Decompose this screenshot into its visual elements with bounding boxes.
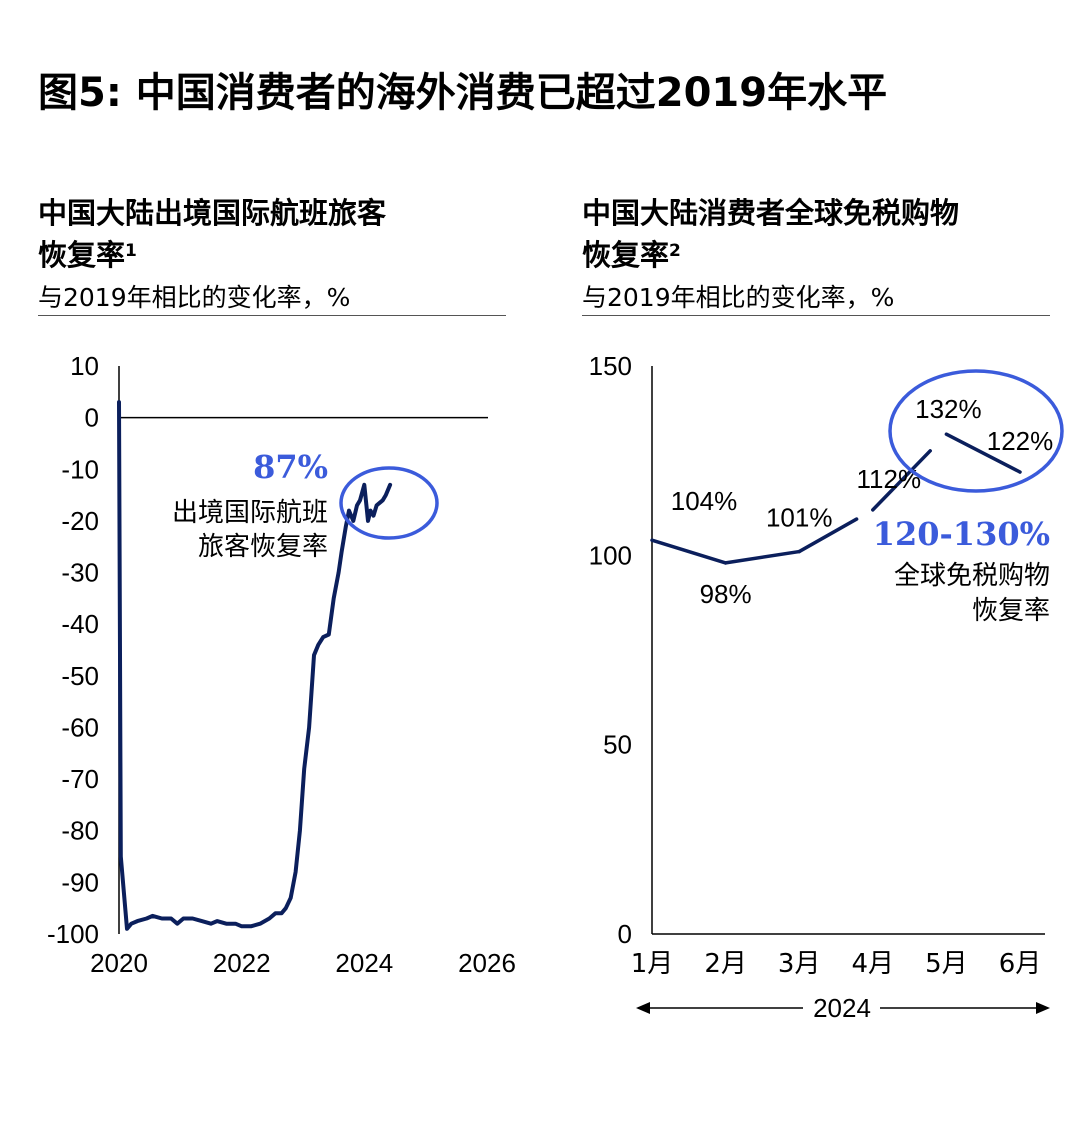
left-y-tick-label: 10 <box>70 351 99 381</box>
year-range-label: 2024 <box>813 993 871 1023</box>
right-y-tick-label: 0 <box>618 919 632 949</box>
right-point-label: 98% <box>700 579 752 609</box>
right-series-segment <box>797 517 859 554</box>
left-y-tick-label: 0 <box>85 403 99 433</box>
right-series-segment <box>871 449 932 512</box>
right-y-tick-label: 150 <box>589 351 632 381</box>
left-y-tick-label: -80 <box>61 816 99 846</box>
right-x-tick-label: 4月 <box>852 949 895 979</box>
right-y-ticks: 150 100 50 0 <box>589 351 632 949</box>
left-y-tick-label: -10 <box>61 454 99 484</box>
right-point-label: 104% <box>671 486 738 516</box>
left-y-tick-label: -30 <box>61 558 99 588</box>
right-highlight-circle <box>888 369 1064 493</box>
left-y-tick-label: -40 <box>61 609 99 639</box>
right-x-ticks: 1月 2月 3月 4月 5月 6月 <box>631 949 1042 979</box>
left-x-tick-label: 2020 <box>90 948 148 978</box>
left-y-tick-label: -50 <box>61 661 99 691</box>
left-y-tick-label: -20 <box>61 506 99 536</box>
left-y-tick-label: -60 <box>61 712 99 742</box>
arrow-right-icon <box>1036 1002 1050 1014</box>
left-highlight-circle <box>339 466 439 540</box>
left-series-line <box>117 400 393 931</box>
right-chart-subtitle: 与2019年相比的变化率，% <box>582 283 895 312</box>
right-x-tick-label: 5月 <box>925 949 968 979</box>
right-series-segment <box>650 538 728 565</box>
right-chart-title-line2: 恢复率 <box>582 238 670 272</box>
left-y-tick-label: -90 <box>61 867 99 897</box>
right-series-segment <box>723 549 801 565</box>
left-y-ticks: 10 0 -10 -20 -30 -40 -50 -60 -70 -80 -90 -100 <box>47 351 99 949</box>
right-chart-title: 中国大陆消费者全球免税购物 恢复率2 <box>582 192 959 276</box>
left-chart-title-line1: 中国大陆出境国际航班旅客 <box>38 196 387 230</box>
left-annotation-label-line2: 旅客恢复率 <box>198 532 328 562</box>
right-point-label: 101% <box>766 503 833 533</box>
right-x-tick-label: 3月 <box>778 949 821 979</box>
left-chart-footnote: 1 <box>125 241 137 261</box>
right-x-tick-label: 1月 <box>631 949 674 979</box>
right-annotation-value: 120-130% <box>873 515 1050 553</box>
right-y-tick-label: 50 <box>603 730 632 760</box>
left-y-tick-label: -70 <box>61 764 99 794</box>
left-chart-subtitle: 与2019年相比的变化率，% <box>38 283 351 312</box>
right-annotation-label-line1: 全球免税购物 <box>894 561 1050 591</box>
left-chart-title: 中国大陆出境国际航班旅客 恢复率1 <box>38 192 386 276</box>
left-chart-rule <box>38 315 506 316</box>
right-x-tick-label: 2月 <box>704 949 747 979</box>
right-chart-rule <box>582 315 1050 316</box>
left-annotation-label-line1: 出境国际航班 <box>172 498 328 528</box>
right-point-label: 132% <box>915 394 982 424</box>
right-y-tick-label: 100 <box>589 540 632 570</box>
right-chart-footnote: 2 <box>669 241 681 261</box>
arrow-left-icon <box>636 1002 650 1014</box>
left-x-tick-label: 2024 <box>335 948 393 978</box>
left-y-tick-label: -100 <box>47 919 99 949</box>
right-series <box>650 432 1022 565</box>
right-point-labels: 104%98%101%112%132%122% <box>671 394 1054 609</box>
right-chart-title-line1: 中国大陆消费者全球免税购物 <box>582 196 960 230</box>
right-series-segment <box>944 432 1022 474</box>
right-point-label: 122% <box>987 426 1054 456</box>
right-annotation-label-line2: 恢复率 <box>972 596 1050 626</box>
left-x-tick-label: 2026 <box>458 948 516 978</box>
left-annotation-value: 87% <box>253 448 328 486</box>
left-chart-title-line2: 恢复率 <box>38 238 126 272</box>
left-x-tick-label: 2022 <box>213 948 271 978</box>
left-x-ticks: 2020 2022 2024 2026 <box>90 948 516 978</box>
page-title: 图5: 中国消费者的海外消费已超过2019年水平 <box>38 70 888 116</box>
left-chart: 100-10-20-30-40-50-60-70-80-90-100 2020 2… <box>47 351 516 978</box>
right-x-tick-label: 6月 <box>999 949 1042 979</box>
